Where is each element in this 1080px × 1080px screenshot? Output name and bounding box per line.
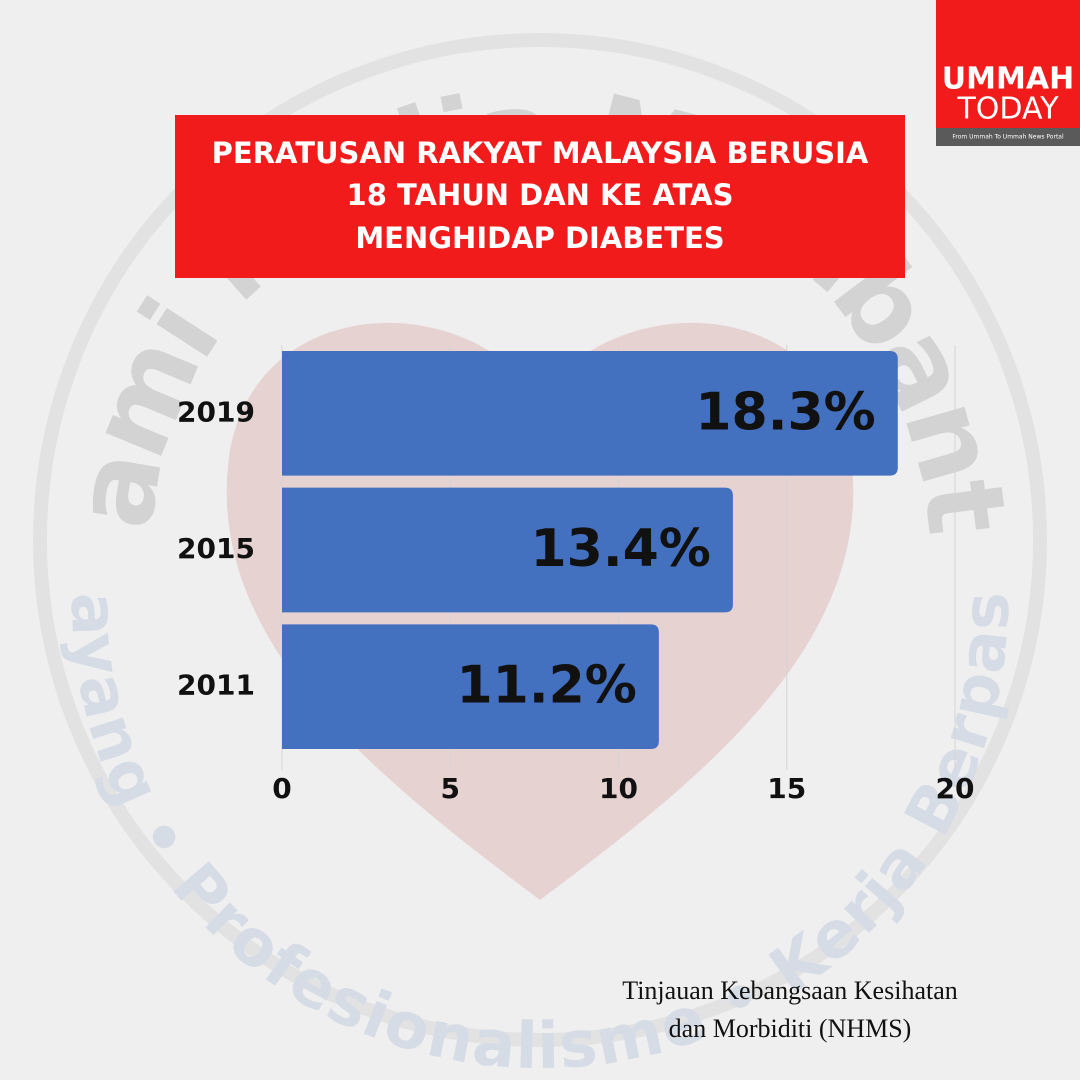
source-line: dan Morbiditi (NHMS)	[669, 1014, 912, 1043]
source-line: Tinjauan Kebangsaan Kesihatan	[622, 976, 958, 1005]
value-label: 18.3%	[695, 382, 875, 442]
title-line: PERATUSAN RAKYAT MALAYSIA BERUSIA	[212, 136, 869, 170]
title-box	[175, 115, 905, 278]
x-tick-label: 10	[599, 772, 638, 805]
source: Tinjauan Kebangsaan Kesihatan dan Morbid…	[622, 976, 958, 1043]
plot: 0 5 10 15 20 2019 18.3% 2015 13.4% 2011 11.2%	[177, 345, 974, 805]
logo-box	[936, 0, 1080, 146]
title-line: 18 TAHUN DAN KE ATAS	[347, 178, 734, 212]
bar	[282, 624, 659, 749]
y-tick-label: 2019	[177, 395, 255, 428]
watermark-ring	[33, 33, 1047, 1047]
x-tick-label: 0	[272, 772, 291, 805]
value-label: 13.4%	[531, 519, 711, 579]
value-label: 11.2%	[456, 656, 636, 716]
logo-tagline: From Ummah To Ummah News Portal	[952, 134, 1064, 141]
x-tick-label: 15	[767, 772, 806, 805]
logo-strip	[936, 128, 1080, 146]
title-line: MENGHIDAP DIABETES	[355, 221, 724, 255]
logo-line: UMMAH	[942, 62, 1074, 97]
title: PERATUSAN RAKYAT MALAYSIA BERUSIA 18 TAH…	[212, 136, 869, 255]
y-tick-label: 2011	[177, 669, 255, 702]
bar	[282, 487, 733, 613]
y-tick-label: 2015	[177, 532, 255, 565]
x-tick-label: 5	[441, 772, 460, 805]
x-tick-label: 20	[936, 772, 975, 805]
logo: UMMAH TODAY From Ummah To Ummah News Por…	[936, 0, 1080, 146]
logo-line: TODAY	[956, 92, 1059, 127]
bar	[282, 351, 898, 476]
